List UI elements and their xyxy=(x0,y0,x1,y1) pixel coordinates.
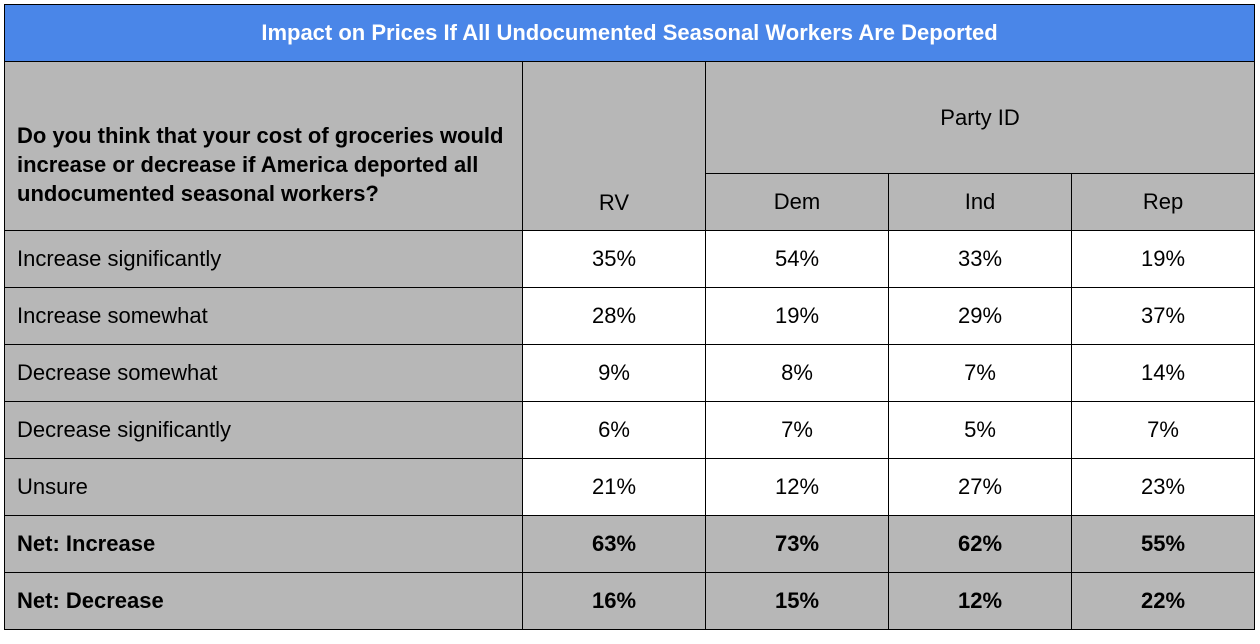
data-cell: 28% xyxy=(522,287,706,345)
row-label: Unsure xyxy=(4,458,523,516)
data-cell: 8% xyxy=(705,344,889,402)
table-body: Increase significantly 35% 54% 33% 19% Increa… xyxy=(4,230,1256,630)
net-row: Net: Increase 63% 73% 62% 55% xyxy=(4,515,1256,573)
data-cell: 12% xyxy=(705,458,889,516)
column-header-dem: Dem xyxy=(705,173,889,231)
data-cell: 5% xyxy=(888,401,1072,459)
data-cell: 14% xyxy=(1070,344,1256,402)
data-cell: 21% xyxy=(522,458,706,516)
net-row: Net: Decrease 16% 15% 12% 22% xyxy=(4,572,1256,630)
row-label: Decrease significantly xyxy=(4,401,523,459)
data-cell: 19% xyxy=(1070,230,1256,288)
data-cell: 16% xyxy=(522,572,706,630)
row-label: Net: Increase xyxy=(4,515,523,573)
data-cell: 9% xyxy=(522,344,706,402)
row-label: Increase somewhat xyxy=(4,287,523,345)
results-table: Impact on Prices If All Undocumented Sea… xyxy=(3,4,1256,630)
data-cell: 15% xyxy=(705,572,889,630)
column-header-rv: RV xyxy=(522,61,706,231)
data-cell: 35% xyxy=(522,230,706,288)
data-cell: 27% xyxy=(888,458,1072,516)
data-cell: 62% xyxy=(888,515,1072,573)
data-cell: 37% xyxy=(1070,287,1256,345)
data-cell: 7% xyxy=(888,344,1072,402)
data-cell: 29% xyxy=(888,287,1072,345)
data-cell: 12% xyxy=(888,572,1072,630)
column-header-ind: Ind xyxy=(888,173,1072,231)
row-label: Increase significantly xyxy=(4,230,523,288)
table-row: Increase significantly 35% 54% 33% 19% xyxy=(4,230,1256,288)
data-cell: 63% xyxy=(522,515,706,573)
data-cell: 73% xyxy=(705,515,889,573)
data-cell: 19% xyxy=(705,287,889,345)
data-cell: 22% xyxy=(1070,572,1256,630)
data-cell: 55% xyxy=(1070,515,1256,573)
table-row: Increase somewhat 28% 19% 29% 37% xyxy=(4,287,1256,345)
table-title: Impact on Prices If All Undocumented Sea… xyxy=(3,4,1256,62)
table-row: Unsure 21% 12% 27% 23% xyxy=(4,458,1256,516)
results-table-container: Impact on Prices If All Undocumented Sea… xyxy=(3,4,1256,637)
data-cell: 6% xyxy=(522,401,706,459)
row-label: Decrease somewhat xyxy=(4,344,523,402)
data-cell: 7% xyxy=(1070,401,1256,459)
data-cell: 54% xyxy=(705,230,889,288)
table-row: Decrease somewhat 9% 8% 7% 14% xyxy=(4,344,1256,402)
column-header-rep: Rep xyxy=(1070,173,1256,231)
data-cell: 33% xyxy=(888,230,1072,288)
data-cell: 7% xyxy=(705,401,889,459)
data-cell: 23% xyxy=(1070,458,1256,516)
question-text: Do you think that your cost of groceries… xyxy=(4,61,523,231)
party-id-header: Party ID xyxy=(704,61,1256,174)
table-row: Decrease significantly 6% 7% 5% 7% xyxy=(4,401,1256,459)
row-label: Net: Decrease xyxy=(4,572,523,630)
